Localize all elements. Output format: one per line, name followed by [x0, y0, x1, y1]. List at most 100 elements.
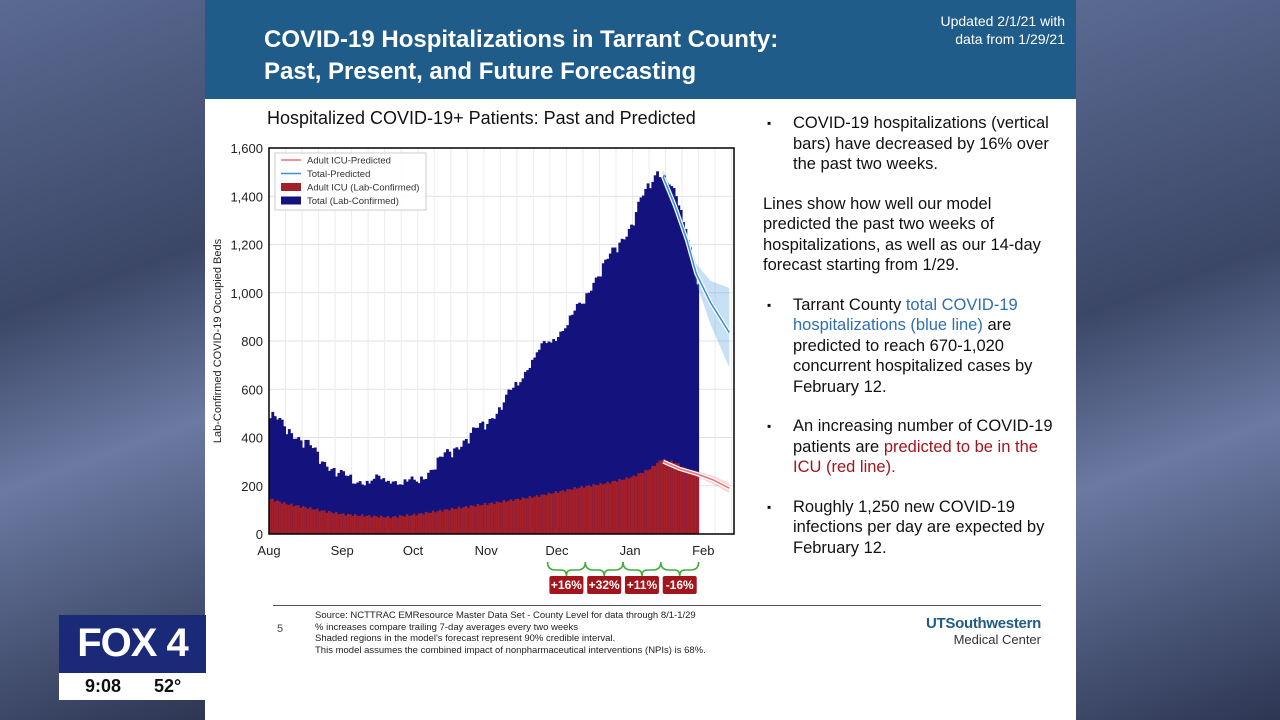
bar-icu	[358, 516, 362, 534]
bar-icu	[594, 484, 598, 534]
bar-icu	[547, 492, 551, 534]
bar-total	[365, 480, 369, 534]
bar-icu	[309, 507, 312, 534]
bar-icu	[637, 473, 641, 534]
x-tick-label: Sep	[331, 543, 354, 558]
bar-icu	[320, 510, 324, 534]
x-tick-label: Aug	[257, 543, 280, 558]
slide-title-line-1: COVID-19 Hospitalizations in Tarrant Cou…	[264, 26, 779, 53]
bar-icu	[656, 462, 659, 534]
bar-total	[363, 485, 367, 534]
bar-total	[316, 451, 320, 534]
bar-total	[653, 175, 657, 534]
bar-icu	[332, 513, 336, 534]
bar-total	[549, 342, 553, 534]
bar-total	[332, 467, 336, 534]
bar-total	[429, 469, 433, 534]
bar-icu	[531, 497, 534, 534]
bar-total	[502, 402, 506, 534]
bar-icu	[422, 514, 426, 534]
bar-total	[415, 481, 419, 534]
bar-total	[384, 481, 388, 534]
bar-total	[335, 476, 338, 534]
bar-total	[656, 171, 659, 535]
bar-total	[410, 476, 414, 534]
legend-label: Adult ICU-Predicted	[307, 156, 391, 167]
bar-total	[538, 349, 541, 534]
bar-icu	[335, 511, 338, 534]
bar-total	[585, 293, 589, 534]
bar-total	[682, 222, 685, 535]
bar-total	[479, 423, 482, 534]
bar-icu	[443, 509, 447, 534]
bar-icu	[384, 517, 388, 534]
bar-icu	[486, 504, 490, 534]
bar-total	[486, 423, 490, 534]
bullet-total-highlight: total COVID-19 hospitalizations (blue li…	[793, 295, 1018, 335]
bar-total	[672, 188, 676, 534]
bar-icu	[271, 498, 275, 534]
bar-icu	[415, 515, 419, 534]
bar-total	[488, 419, 492, 534]
bar-total	[434, 469, 438, 534]
bar-icu	[276, 500, 279, 534]
bar-icu	[420, 513, 423, 534]
bar-total	[568, 315, 572, 534]
bar-total	[533, 357, 537, 534]
bar-total	[323, 461, 327, 534]
bar-total	[691, 258, 695, 534]
bar-icu	[620, 479, 624, 534]
bar-icu	[297, 505, 301, 534]
bar-total	[391, 481, 395, 534]
bar-icu	[684, 468, 688, 534]
source-line-4: This model assumes the combined impact o…	[315, 644, 706, 656]
bar-total	[509, 389, 513, 534]
bar-total	[564, 328, 567, 534]
bar-total	[604, 259, 608, 534]
bar-icu	[306, 508, 310, 534]
updated-note: Updated 2/1/21 with data from 1/29/21	[940, 12, 1065, 48]
slide: COVID-19 Hospitalizations in Tarrant Cou…	[205, 0, 1076, 720]
bullet-list: COVID-19 hospitalizations (vertical bars…	[763, 113, 1063, 577]
bar-total	[639, 197, 643, 534]
annotation-badge	[587, 576, 622, 594]
bar-total	[521, 378, 525, 534]
bar-total	[372, 478, 376, 534]
bar-total	[476, 427, 480, 534]
bar-total	[512, 387, 515, 534]
bar-icu	[566, 489, 570, 534]
bar-icu	[417, 513, 421, 534]
bar-total	[464, 438, 468, 534]
bar-icu	[507, 500, 511, 534]
updated-line-2: data from 1/29/21	[955, 31, 1065, 47]
bar-icu	[549, 493, 553, 534]
bar-total	[658, 177, 662, 534]
bar-icu	[375, 516, 379, 534]
bar-total	[674, 196, 678, 535]
bar-icu	[450, 507, 454, 534]
bar-icu	[561, 490, 565, 534]
bar-total	[299, 440, 303, 534]
annotation-brace	[622, 561, 662, 577]
bar-icu	[590, 486, 593, 534]
bar-icu	[453, 508, 456, 534]
source-line-1: Source: NCTTRAC EMResource Master Data S…	[315, 610, 696, 621]
bar-total	[361, 484, 364, 534]
slide-title-line-2: Past, Present, and Future Forecasting	[264, 58, 697, 85]
bar-total	[469, 432, 473, 534]
bar-icu	[344, 515, 348, 534]
bar-total	[481, 421, 485, 534]
bar-total	[427, 472, 431, 534]
bullet-icu-forecast: An increasing number of COVID-19 patient…	[763, 416, 1063, 478]
bar-total	[684, 228, 688, 534]
bar-icu	[379, 515, 383, 534]
bar-icu	[273, 501, 277, 534]
bar-total	[599, 276, 603, 534]
bar-total	[382, 478, 386, 534]
annotation-brace	[660, 561, 700, 577]
bar-icu	[469, 505, 473, 534]
bar-total	[356, 482, 360, 534]
bar-icu	[521, 497, 525, 534]
bar-icu	[479, 505, 482, 534]
bar-icu	[368, 515, 371, 534]
